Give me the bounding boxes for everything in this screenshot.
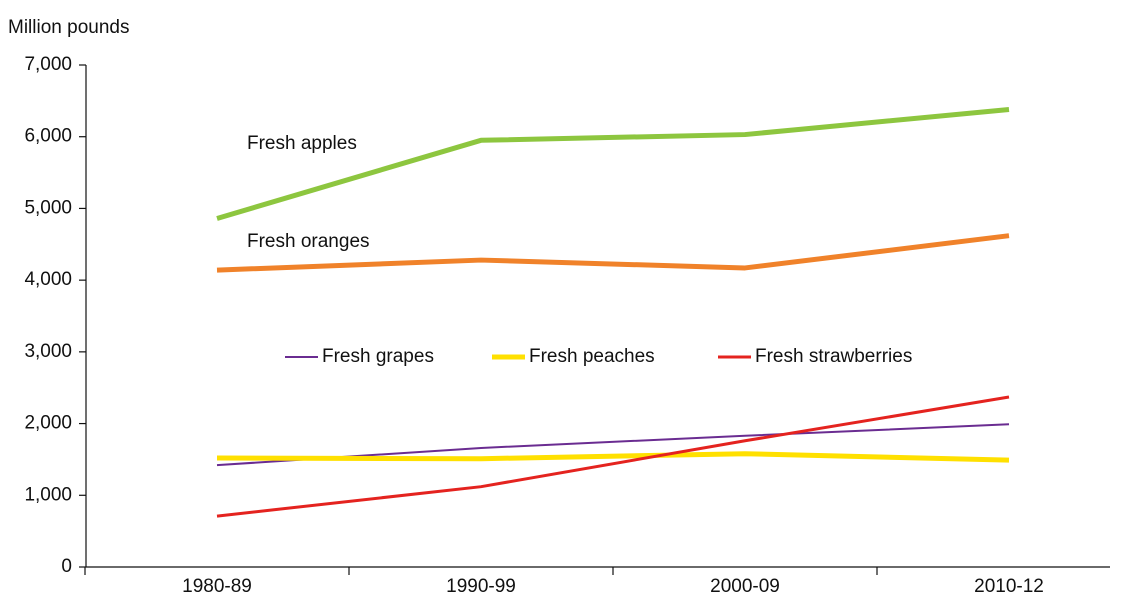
series-line <box>216 233 1010 273</box>
y-tick-label: 4,000 <box>24 269 72 290</box>
legend-label: Fresh strawberries <box>755 346 912 367</box>
y-tick-label: 5,000 <box>24 197 72 218</box>
legend-label: Fresh grapes <box>322 346 434 367</box>
series-line <box>216 395 1010 518</box>
legend-label: Fresh peaches <box>529 346 655 367</box>
x-tick-label: 2010-12 <box>974 576 1044 597</box>
y-tick-label: 6,000 <box>24 126 72 147</box>
y-tick-label: 3,000 <box>24 341 72 362</box>
series-line <box>216 451 1010 463</box>
series-label: Fresh apples <box>247 133 357 154</box>
series-label: Fresh oranges <box>247 231 370 252</box>
y-tick-label: 1,000 <box>24 484 72 505</box>
y-axis-title: Million pounds <box>8 17 129 38</box>
x-tick-label: 1980-89 <box>182 576 252 597</box>
x-tick-label: 1990-99 <box>446 576 516 597</box>
y-tick-label: 0 <box>61 556 72 577</box>
x-tick-label: 2000-09 <box>710 576 780 597</box>
series-line <box>216 106 1010 221</box>
y-tick-label: 7,000 <box>24 54 72 75</box>
y-tick-label: 2,000 <box>24 413 72 434</box>
